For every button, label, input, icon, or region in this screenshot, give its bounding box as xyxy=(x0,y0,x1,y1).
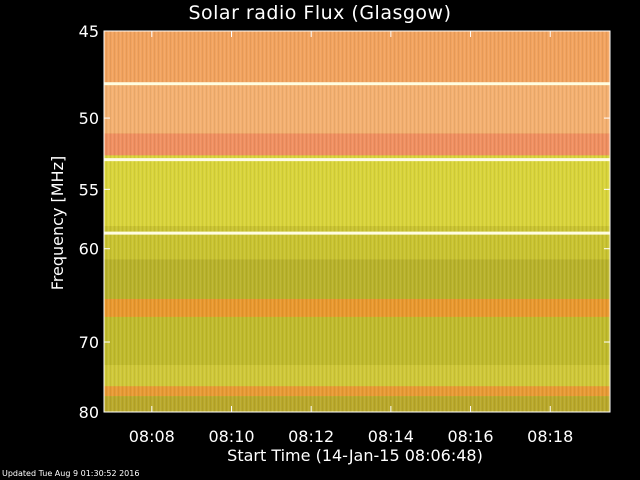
x-tick-label-1: 08:10 xyxy=(208,427,254,446)
y-tick-label-0: 45 xyxy=(79,22,99,41)
emission-line-1 xyxy=(104,158,610,162)
update-timestamp: Updated Tue Aug 9 01:30:52 2016 xyxy=(2,469,140,478)
plot-frame xyxy=(103,30,611,413)
emission-line-0 xyxy=(104,82,610,86)
y-axis-title: Frequency [MHz] xyxy=(48,156,67,290)
x-axis-title: Start Time (14-Jan-15 08:06:48) xyxy=(227,446,483,465)
x-tick-label-5: 08:18 xyxy=(527,427,573,446)
x-tick-label-2: 08:12 xyxy=(288,427,334,446)
x-tick-label-0: 08:08 xyxy=(129,427,175,446)
x-axis: 08:08 08:10 08:12 08:14 08:16 08:18 xyxy=(129,31,573,446)
y-axis: 45 50 55 60 70 80 xyxy=(79,22,611,422)
emission-line-2 xyxy=(104,231,610,235)
y-tick-label-1: 50 xyxy=(79,109,99,128)
spectrum-texture xyxy=(104,31,610,412)
plot-area xyxy=(104,31,610,412)
x-tick-label-4: 08:16 xyxy=(447,427,493,446)
chart-title: Solar radio Flux (Glasgow) xyxy=(188,2,452,24)
x-tick-label-3: 08:14 xyxy=(368,427,414,446)
y-tick-label-4: 70 xyxy=(79,333,99,352)
y-tick-label-5: 80 xyxy=(79,403,99,422)
y-tick-label-3: 60 xyxy=(79,240,99,259)
y-tick-label-2: 55 xyxy=(79,180,99,199)
